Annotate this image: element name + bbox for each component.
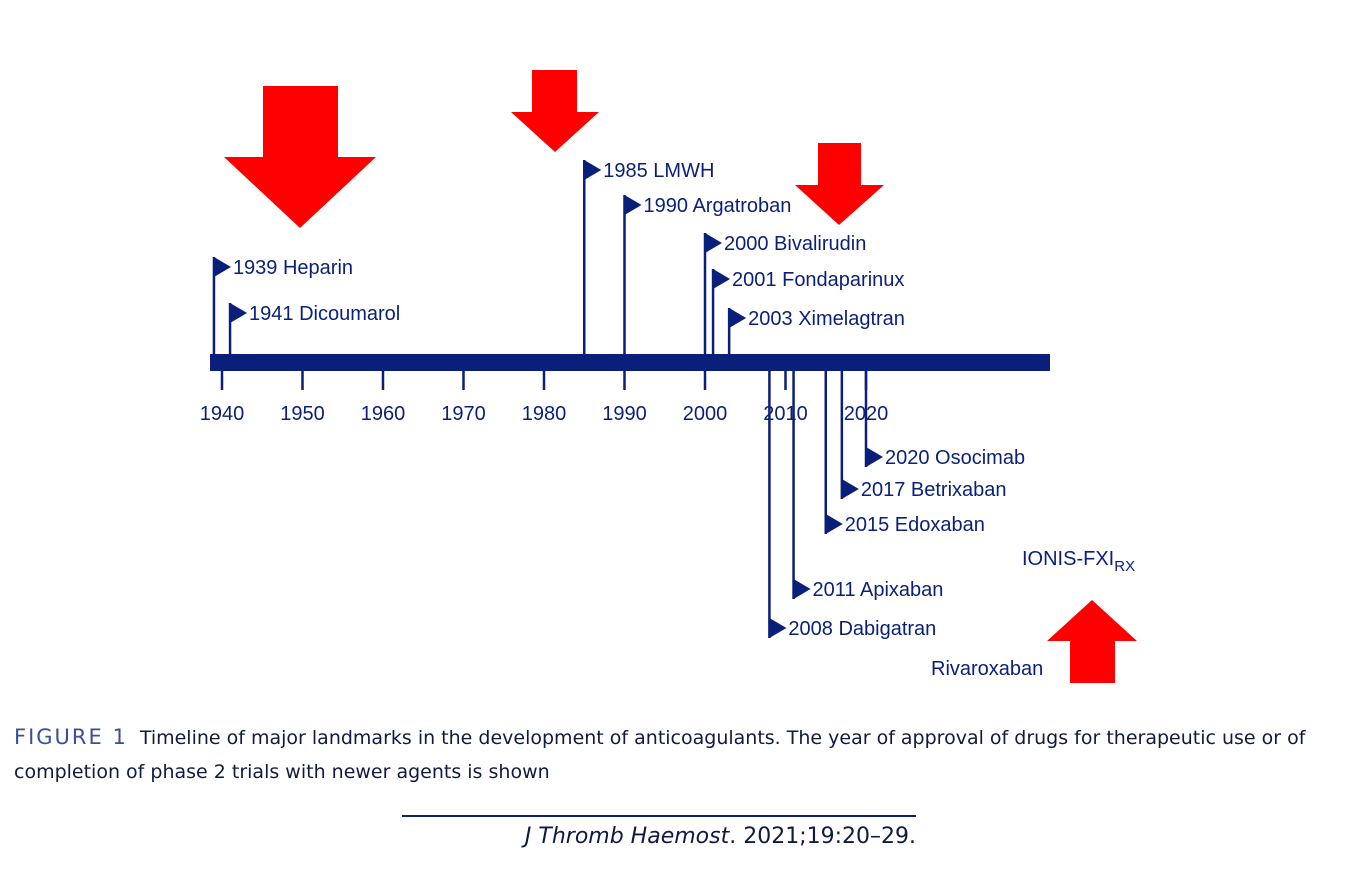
timeline-axis-bar (210, 354, 1050, 371)
axis-ticks: 1940 1950 1960 1970 1980 1990 2000 2010 2020 (200, 371, 888, 425)
event-label: 2003 Ximelagtran (748, 308, 905, 330)
flag-icon (769, 618, 787, 638)
event-label: 2020 Osocimab (885, 447, 1025, 469)
axis-tick-label-1940: 1940 (200, 403, 245, 425)
citation: J Thromb Haemost. 2021;19:20–29. (402, 824, 916, 849)
event-label: 2000 Bivalirudin (724, 233, 866, 255)
red-arrow-down-icon (795, 143, 884, 225)
red-arrow-down-icon (511, 70, 599, 152)
flag-icon (713, 269, 731, 289)
axis-tick-label-1970: 1970 (441, 403, 486, 425)
red-arrow-up-icon (1047, 600, 1137, 683)
axis-tick-label-1950: 1950 (280, 403, 325, 425)
event-label: 1985 LMWH (603, 160, 714, 182)
event-label: 2017 Betrixaban (861, 479, 1007, 501)
event-label: 2011 Apixaban (813, 579, 944, 601)
events-below-axis: 2020 Osocimab 2017 Betrixaban 2015 Edoxaba… (768, 371, 1025, 640)
figure-label: FIGURE 1 (14, 725, 128, 749)
event-label: 1941 Dicoumarol (249, 303, 400, 325)
event-label: 2008 Dabigatran (788, 618, 936, 640)
axis-tick-label-1960: 1960 (361, 403, 406, 425)
axis-tick-label-2010: 2010 (763, 403, 808, 425)
axis-tick-label-1980: 1980 (522, 403, 567, 425)
event-label: 2001 Fondaparinux (732, 269, 904, 291)
event-label: 2015 Edoxaban (845, 514, 985, 536)
citation-details: . 2021;19:20–29. (729, 824, 916, 849)
flag-icon (825, 514, 843, 534)
rivaroxaban-label: Rivaroxaban (931, 658, 1043, 680)
flag-icon (624, 195, 642, 215)
red-arrow-down-icon (224, 86, 376, 228)
event-label: 1939 Heparin (233, 257, 353, 279)
flag-icon (705, 233, 722, 253)
ionis-fxi-label: IONIS-FXIRX (1022, 548, 1135, 575)
flag-icon (793, 579, 811, 599)
axis-tick-label-2000: 2000 (683, 403, 728, 425)
flag-icon (729, 308, 747, 328)
flag-icon (230, 303, 248, 323)
ionis-fxi-subscript: RX (1114, 558, 1135, 575)
flag-icon (584, 160, 602, 180)
event-label: 1990 Argatroban (644, 195, 792, 217)
anticoagulant-timeline: 1940 1950 1960 1970 1980 1990 2000 2010 2020 193… (200, 70, 1137, 683)
flag-icon (213, 257, 231, 277)
events-above-axis: 1939 Heparin 1941 Dicoumarol 1985 LMWH 1990… (212, 160, 905, 354)
caption-text: Timeline of major landmarks in the devel… (14, 727, 1306, 783)
figure-caption: FIGURE 1 Timeline of major landmarks in t… (14, 720, 1344, 789)
axis-tick-label-1990: 1990 (602, 403, 647, 425)
citation-divider (402, 815, 916, 817)
flag-icon (866, 447, 883, 467)
journal-name: J Thromb Haemost (524, 824, 730, 849)
flag-icon (841, 479, 859, 499)
